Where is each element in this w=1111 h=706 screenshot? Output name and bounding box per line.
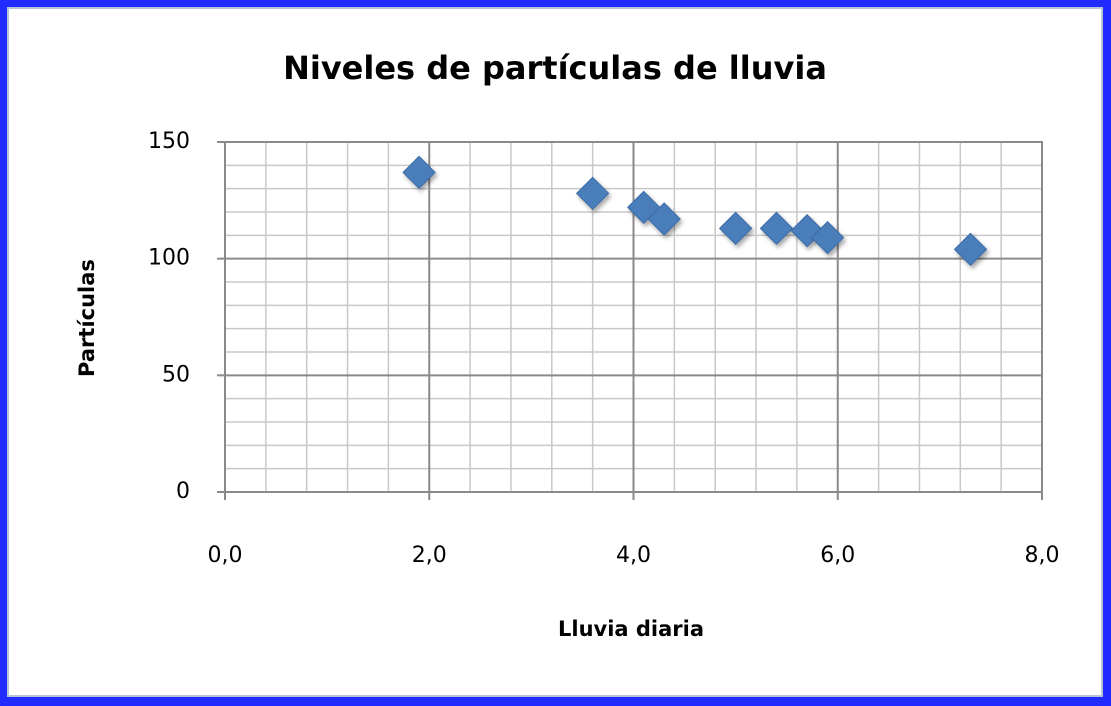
point <box>810 220 845 255</box>
point <box>402 155 436 190</box>
y-axis-title: Partículas <box>75 259 99 377</box>
point <box>718 211 753 246</box>
x-tick-label: 0,0 <box>208 543 243 568</box>
x-tick-label: 6,0 <box>820 543 855 568</box>
x-tick-label: 2,0 <box>412 543 447 568</box>
point <box>575 176 610 211</box>
x-tick-label: 4,0 <box>616 543 651 568</box>
y-tick-label: 50 <box>162 362 190 387</box>
point <box>953 232 988 267</box>
point <box>647 202 681 236</box>
x-tick-label: 8,0 <box>1025 543 1060 568</box>
x-axis-title: Lluvia diaria <box>558 617 704 641</box>
y-tick-label: 150 <box>148 129 190 154</box>
point <box>627 190 661 225</box>
y-tick-label: 0 <box>176 479 190 504</box>
point <box>759 211 794 246</box>
chart-title: Niveles de partículas de lluvia <box>283 49 827 87</box>
y-tick-label: 100 <box>148 246 190 271</box>
plot-border <box>224 141 1043 493</box>
